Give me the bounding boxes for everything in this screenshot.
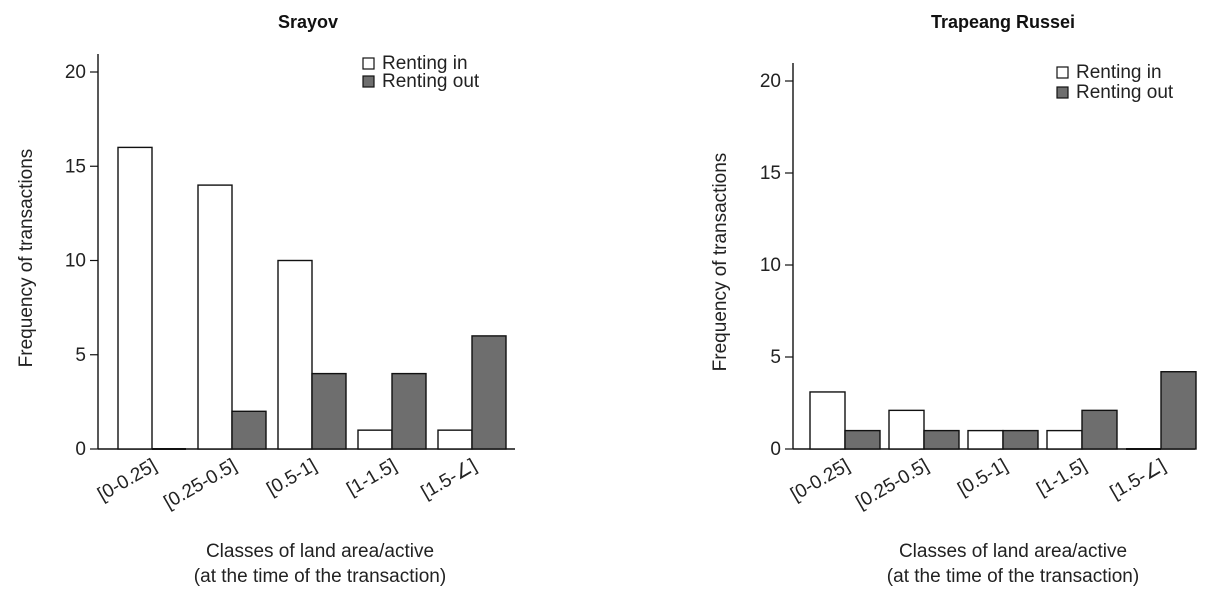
bar-renting-out (1081, 409, 1118, 450)
bar-renting-out (471, 335, 507, 450)
x-tick-label: [0-0.25] (94, 455, 160, 505)
x-axis-label-line2: (at the time of the transaction) (194, 566, 446, 587)
legend-swatch-renting-in (1056, 66, 1069, 79)
legend-label: Renting out (382, 71, 480, 92)
bar-renting-out (231, 410, 267, 450)
x-tick-label: [0.5-1] (954, 455, 1011, 500)
x-axis-label: Classes of land area/active (206, 541, 434, 562)
x-axis-label-line2: (at the time of the transaction) (887, 566, 1139, 587)
y-tick-label: 20 (760, 71, 781, 92)
bar-renting-out (1002, 429, 1039, 450)
y-tick-label: 5 (75, 345, 86, 366)
bar-renting-in (277, 259, 313, 450)
y-tick-label: 0 (770, 439, 781, 460)
y-tick-label: 20 (65, 62, 86, 83)
x-axis-label: Classes of land area/active (899, 541, 1127, 562)
bar-renting-in (888, 409, 925, 450)
bar-renting-in (357, 429, 393, 450)
chart-panel-1: Srayov 0 5 10 15 20 Frequency of transactions [… (16, 12, 515, 587)
legend-label: Renting in (1076, 62, 1162, 83)
bar-renting-out (844, 429, 881, 450)
bar-renting-in (437, 429, 473, 450)
legend-swatch-renting-out (362, 75, 375, 88)
y-tick-label: 5 (770, 347, 781, 368)
y-tick-label: 15 (65, 156, 86, 177)
y-axis-label: Frequency of transactions (710, 153, 731, 372)
bar-renting-out (923, 429, 960, 450)
x-tick-label: [1-1.5] (343, 455, 400, 500)
x-tick-label: [0.5-1] (263, 455, 320, 500)
chart-title: Trapeang Russei (931, 12, 1075, 32)
legend-label: Renting in (382, 53, 468, 74)
bar-renting-in (117, 146, 153, 450)
chart-title: Srayov (278, 12, 338, 32)
bar-renting-in (809, 391, 846, 450)
legend-label: Renting out (1076, 82, 1174, 103)
y-tick-label: 10 (65, 251, 86, 272)
x-tick-label: [0.25-0.5] (852, 455, 932, 513)
y-axis-label: Frequency of transactions (16, 149, 37, 368)
chart-panel-2: Trapeang Russei 0 5 10 15 20 Frequency of tran… (710, 12, 1197, 587)
y-tick-label: 15 (760, 163, 781, 184)
bar-renting-out (1160, 371, 1197, 450)
x-tick-label: [0-0.25] (787, 455, 853, 505)
y-tick-label: 0 (75, 439, 86, 460)
bar-renting-in (197, 184, 233, 450)
legend-swatch-renting-out (1056, 86, 1069, 99)
x-tick-label: [0.25-0.5] (160, 455, 240, 513)
bar-renting-out (391, 372, 427, 450)
bar-renting-in (967, 429, 1004, 450)
x-tick-label: [1-1.5] (1033, 455, 1090, 500)
bar-renting-in (1046, 429, 1083, 450)
x-tick-label: [1.5-∠] (418, 455, 481, 503)
x-tick-label: [1.5-∠] (1107, 455, 1170, 503)
y-tick-label: 10 (760, 255, 781, 276)
legend-swatch-renting-in (362, 57, 375, 70)
bar-renting-out (311, 372, 347, 450)
